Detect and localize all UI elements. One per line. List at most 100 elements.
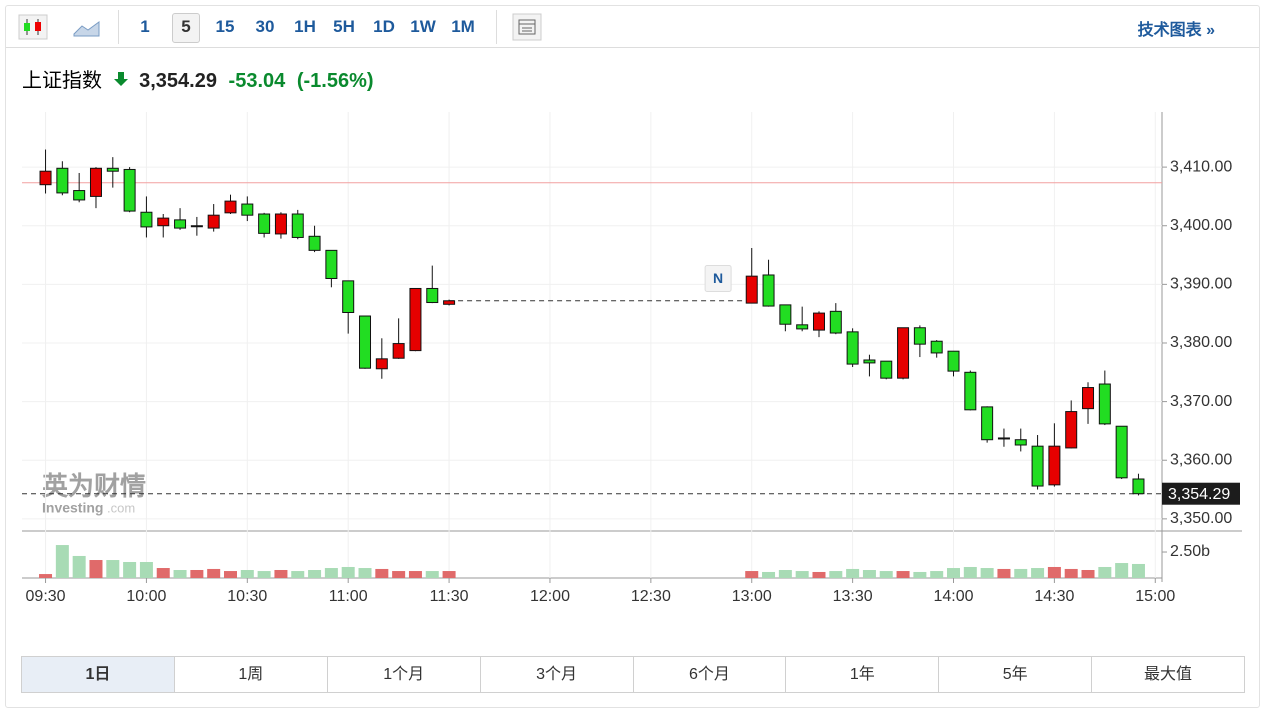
volume-bar <box>223 571 237 578</box>
interval-button[interactable]: 30 <box>255 17 275 36</box>
interval-button[interactable]: 1D <box>373 17 395 36</box>
candle-body <box>997 437 1010 440</box>
candle-body <box>342 280 355 313</box>
interval-button[interactable]: 5H <box>333 17 355 36</box>
interval-button[interactable]: 1H <box>294 17 316 36</box>
volume-bar <box>55 545 69 578</box>
range-tab[interactable]: 1个月 <box>328 657 481 692</box>
volume-bar <box>812 571 826 578</box>
candle-body <box>207 214 220 229</box>
volume-bar <box>980 568 994 578</box>
volume-bar <box>778 569 792 578</box>
range-tabs: 1日 1周 1个月 3个月 6个月 1年 5年 最大值 <box>21 656 1245 693</box>
widget-frame <box>5 5 1260 708</box>
watermark-brand: Investing <box>42 500 103 516</box>
volume-bar <box>106 560 120 578</box>
change-percent: (-1.56%) <box>296 70 374 92</box>
volume-bar <box>324 568 338 578</box>
candle-body <box>258 213 271 234</box>
candle-body <box>745 275 758 304</box>
volume-bar <box>257 571 271 578</box>
volume-bar <box>829 571 843 578</box>
candle-body <box>375 358 388 370</box>
volume-bar <box>1031 568 1045 578</box>
interval-button[interactable]: 1M <box>451 17 475 36</box>
candle-body <box>308 235 321 251</box>
range-tab[interactable]: 1年 <box>786 657 940 692</box>
x-tick-label: 12:00 <box>530 588 570 605</box>
x-tick-label: 14:30 <box>1034 588 1074 605</box>
volume-bar <box>1014 568 1028 578</box>
area-icon[interactable] <box>72 16 102 38</box>
x-tick-label: 13:30 <box>833 588 873 605</box>
range-tab[interactable]: 5年 <box>939 657 1093 692</box>
volume-bar <box>358 568 372 578</box>
volume-bar <box>240 569 254 578</box>
volume-bar <box>1098 566 1112 578</box>
volume-bar <box>392 571 406 578</box>
volume-bar <box>896 571 910 578</box>
x-tick-label: 12:30 <box>631 588 671 605</box>
range-tab[interactable]: 3个月 <box>481 657 634 692</box>
range-tab[interactable]: 1周 <box>175 657 328 692</box>
volume-bar <box>72 555 86 578</box>
candle-body <box>1014 439 1027 446</box>
candle-icon[interactable] <box>18 14 48 40</box>
candle-body <box>56 167 69 194</box>
volume-bar <box>274 569 288 578</box>
volume-bar <box>190 569 204 578</box>
volume-bar <box>39 574 53 578</box>
candle-body <box>913 327 926 345</box>
candle-body <box>73 190 86 201</box>
x-tick-label: 11:00 <box>329 588 368 605</box>
interval-button[interactable]: 1 <box>140 17 150 36</box>
price: 3,354.29 <box>139 70 217 92</box>
candle-body <box>796 324 809 330</box>
volume-bar <box>745 571 759 578</box>
toolbar: 1 5 15 30 1H 5H 1D 1W 1M 技术图表 » <box>6 6 1259 48</box>
volume-bar <box>795 571 809 578</box>
x-tick-label: 14:00 <box>933 588 973 605</box>
y-tick-label: 3,380.00 <box>1170 334 1232 351</box>
volume-bar <box>762 571 776 578</box>
volume-bar <box>123 561 137 578</box>
tech-chart-link[interactable]: 技术图表 » <box>1137 22 1215 39</box>
candle-body <box>443 300 456 305</box>
chart: 英为财情 Investing .com 09:30 10:00 10:30 11:00… <box>22 112 1242 605</box>
y-tick-label: 3,370.00 <box>1170 393 1232 410</box>
candle-body <box>1132 478 1145 495</box>
range-tab[interactable]: 1日 <box>22 657 175 692</box>
candle-body <box>880 360 893 379</box>
volume-bar <box>442 571 456 578</box>
volume-bar <box>997 568 1011 578</box>
y-tick-label: 3,350.00 <box>1170 510 1232 527</box>
range-tab[interactable]: 最大值 <box>1144 666 1193 683</box>
news-marker-label[interactable]: N <box>713 270 723 286</box>
interval-button[interactable]: 1W <box>410 17 436 36</box>
last-price-tag <box>1162 482 1240 505</box>
interval-button[interactable]: 15 <box>215 17 235 36</box>
candle-body <box>1065 411 1078 449</box>
quote: 上证指数 3,354.29 -53.04 (-1.56%) <box>22 64 380 93</box>
index-name: 上证指数 <box>22 70 102 92</box>
volume-bar <box>291 571 305 578</box>
range-tab[interactable]: 6个月 <box>634 657 787 692</box>
x-tick-label: 09:30 <box>26 588 66 605</box>
interval-button[interactable]: 5 <box>172 13 200 43</box>
candle-body <box>846 331 859 365</box>
volume-bar <box>173 569 187 578</box>
y-tick-label: 3,390.00 <box>1170 276 1232 293</box>
volume-bar <box>947 568 961 578</box>
candle-body <box>964 371 977 411</box>
candle-body <box>1048 445 1061 486</box>
candle-body <box>829 310 842 334</box>
candle-body <box>274 213 287 235</box>
y-tick-label: 3,410.00 <box>1170 158 1232 175</box>
x-tick-label: 13:00 <box>732 588 772 605</box>
candle-body <box>359 315 372 369</box>
table-icon[interactable] <box>512 13 542 41</box>
volume-bar <box>862 569 876 578</box>
candle-body <box>1082 387 1095 410</box>
down-arrow <box>113 72 128 86</box>
